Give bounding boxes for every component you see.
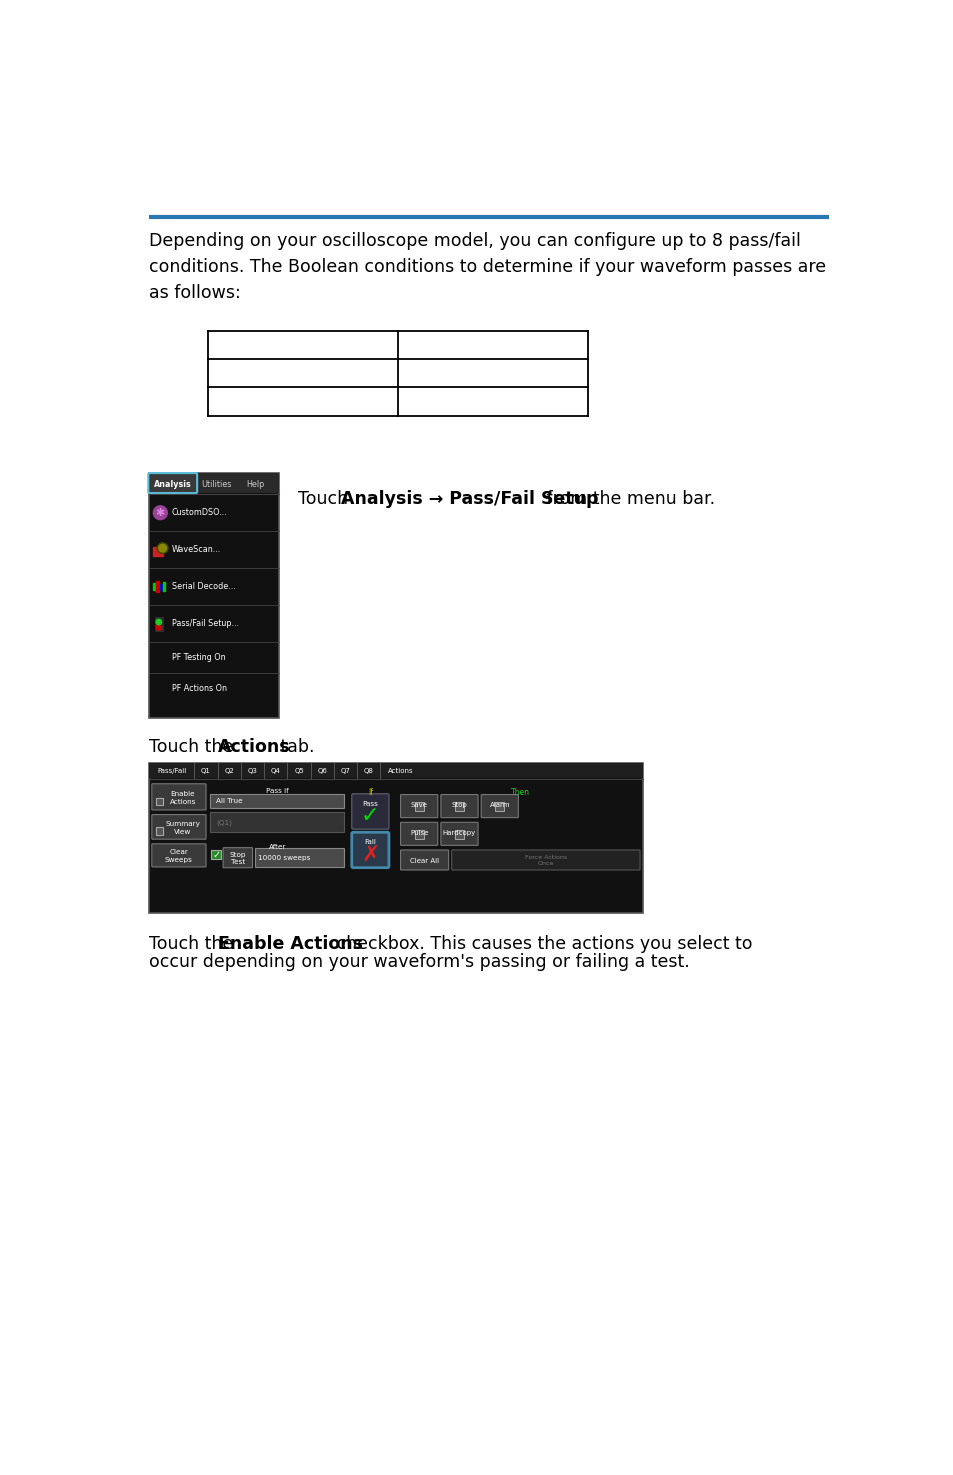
Circle shape bbox=[156, 625, 161, 630]
Text: from the menu bar.: from the menu bar. bbox=[540, 490, 715, 509]
FancyBboxPatch shape bbox=[400, 795, 437, 817]
FancyBboxPatch shape bbox=[480, 795, 517, 817]
Circle shape bbox=[156, 620, 161, 625]
Text: Help: Help bbox=[246, 479, 265, 488]
Bar bbox=[495, 802, 504, 811]
Text: Then: Then bbox=[510, 788, 529, 798]
Text: Actions: Actions bbox=[387, 768, 413, 774]
Text: Clear All: Clear All bbox=[410, 858, 438, 864]
Bar bbox=[210, 813, 344, 832]
Text: Q6: Q6 bbox=[317, 768, 327, 774]
Bar bbox=[254, 848, 344, 867]
Text: Depending on your oscilloscope model, you can configure up to 8 pass/fail
condit: Depending on your oscilloscope model, yo… bbox=[149, 233, 825, 302]
Text: Summary
View: Summary View bbox=[165, 820, 200, 835]
Text: 10000 sweeps: 10000 sweeps bbox=[257, 855, 310, 861]
FancyBboxPatch shape bbox=[400, 850, 448, 870]
Text: Pass/Fail Setup...: Pass/Fail Setup... bbox=[172, 620, 238, 628]
Text: Analysis → Pass/Fail Setup: Analysis → Pass/Fail Setup bbox=[341, 490, 598, 509]
Bar bbox=[149, 473, 278, 718]
Text: Utilities: Utilities bbox=[201, 479, 231, 488]
Bar bbox=[159, 584, 162, 590]
Bar bbox=[156, 581, 158, 591]
Text: ✱: ✱ bbox=[155, 507, 165, 518]
Text: Fail: Fail bbox=[364, 839, 375, 845]
Text: Q7: Q7 bbox=[340, 768, 350, 774]
Bar bbox=[210, 794, 344, 808]
FancyBboxPatch shape bbox=[223, 848, 253, 867]
Bar bbox=[415, 802, 423, 811]
Text: All True: All True bbox=[216, 798, 242, 804]
Text: (Q1): (Q1) bbox=[216, 820, 232, 826]
Circle shape bbox=[153, 506, 167, 519]
FancyBboxPatch shape bbox=[452, 850, 639, 870]
Bar bbox=[149, 763, 642, 913]
Circle shape bbox=[157, 543, 168, 553]
Text: PF Actions On: PF Actions On bbox=[172, 684, 227, 693]
Text: Enable Actions: Enable Actions bbox=[218, 935, 363, 953]
FancyBboxPatch shape bbox=[152, 814, 206, 839]
Text: Q2: Q2 bbox=[224, 768, 233, 774]
FancyBboxPatch shape bbox=[440, 795, 477, 817]
Text: Touch: Touch bbox=[298, 490, 354, 509]
Text: Serial Decode...: Serial Decode... bbox=[172, 583, 235, 591]
Text: Stop: Stop bbox=[451, 802, 467, 808]
Bar bbox=[212, 850, 220, 860]
Text: Pulse: Pulse bbox=[410, 830, 428, 836]
Text: Q5: Q5 bbox=[294, 768, 304, 774]
Text: Clear
Sweeps: Clear Sweeps bbox=[165, 850, 193, 863]
Bar bbox=[153, 547, 162, 556]
Text: Hardcopy: Hardcopy bbox=[442, 830, 476, 836]
Text: Q8: Q8 bbox=[363, 768, 374, 774]
Bar bbox=[154, 618, 162, 631]
Text: Save: Save bbox=[410, 802, 427, 808]
Bar bbox=[455, 830, 464, 839]
Bar bbox=[155, 827, 163, 835]
FancyBboxPatch shape bbox=[352, 794, 389, 829]
Text: CustomDSO...: CustomDSO... bbox=[172, 509, 228, 518]
Text: Stop
Test: Stop Test bbox=[230, 851, 246, 866]
Text: Touch the: Touch the bbox=[149, 935, 238, 953]
Text: If: If bbox=[368, 788, 373, 798]
Text: occur depending on your waveform's passing or failing a test.: occur depending on your waveform's passi… bbox=[149, 953, 689, 971]
Text: Q3: Q3 bbox=[248, 768, 257, 774]
Text: Q1: Q1 bbox=[201, 768, 211, 774]
Text: Pass/Fail: Pass/Fail bbox=[157, 768, 187, 774]
Text: Touch the: Touch the bbox=[149, 739, 238, 757]
FancyBboxPatch shape bbox=[152, 844, 206, 867]
Text: ✓: ✓ bbox=[212, 850, 220, 860]
Text: ✓: ✓ bbox=[360, 807, 379, 826]
Text: After: After bbox=[269, 844, 286, 850]
Text: tab.: tab. bbox=[274, 739, 314, 757]
Text: Actions: Actions bbox=[218, 739, 291, 757]
Bar bbox=[149, 473, 278, 494]
Text: Pass if: Pass if bbox=[266, 788, 289, 794]
Text: WaveScan...: WaveScan... bbox=[172, 546, 221, 555]
Bar bbox=[153, 583, 155, 590]
Circle shape bbox=[158, 544, 167, 552]
Text: Enable
Actions: Enable Actions bbox=[170, 791, 195, 805]
Text: Pass: Pass bbox=[362, 801, 378, 807]
FancyBboxPatch shape bbox=[440, 822, 477, 845]
Text: Force Actions
Once: Force Actions Once bbox=[524, 855, 566, 866]
Bar bbox=[455, 802, 464, 811]
Bar bbox=[155, 798, 163, 805]
FancyBboxPatch shape bbox=[352, 832, 389, 867]
Bar bbox=[162, 583, 165, 591]
Text: Q4: Q4 bbox=[271, 768, 280, 774]
FancyBboxPatch shape bbox=[148, 473, 197, 493]
Text: Analysis: Analysis bbox=[153, 479, 192, 488]
FancyBboxPatch shape bbox=[152, 783, 206, 810]
Text: Alarm: Alarm bbox=[489, 802, 510, 808]
Bar bbox=[149, 763, 642, 779]
Bar bbox=[415, 830, 423, 839]
Text: ✗: ✗ bbox=[360, 845, 379, 864]
Text: PF Testing On: PF Testing On bbox=[172, 653, 225, 662]
FancyBboxPatch shape bbox=[400, 822, 437, 845]
Text: checkbox. This causes the actions you select to: checkbox. This causes the actions you se… bbox=[331, 935, 751, 953]
